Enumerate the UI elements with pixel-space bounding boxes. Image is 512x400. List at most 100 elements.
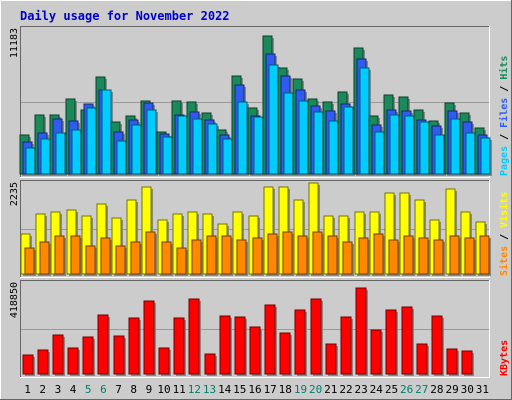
sites-bar-day-22	[342, 241, 354, 276]
kbytes-bar-day-21	[325, 343, 338, 376]
day-label: 31	[476, 383, 489, 396]
bars	[19, 35, 492, 176]
legend-entry: Hits	[498, 56, 510, 80]
sites-bar-day-26	[403, 235, 415, 276]
series-legend: Sites / Visits	[498, 192, 510, 276]
sites-bar-day-31	[479, 235, 491, 276]
pages-bar-day-28	[434, 134, 446, 176]
legend-entry: Pages	[499, 146, 510, 176]
day-label: 25	[385, 383, 398, 396]
y-max-label: 11183	[9, 28, 20, 58]
kbytes-bar-day-17	[264, 304, 277, 376]
kbytes-bar-day-30	[461, 350, 474, 376]
day-label: 23	[354, 383, 367, 396]
kbytes-bar-day-27	[416, 343, 429, 376]
legend-entry: Visits	[498, 192, 510, 228]
sites-bar-day-11	[176, 247, 188, 276]
sites-bar-day-9	[145, 231, 157, 276]
visits-panel: 2235 Sites / Visits	[9, 180, 510, 278]
kbytes-panel: 418850 KBytes	[9, 280, 510, 378]
day-label: 24	[370, 383, 384, 396]
sites-bar-day-3	[54, 235, 66, 276]
sites-bar-day-30	[464, 237, 476, 276]
series-legend: KBytes	[499, 340, 510, 376]
sites-bar-day-8	[130, 241, 142, 276]
kbytes-bar-day-19	[294, 309, 307, 376]
day-label: 14	[218, 383, 232, 396]
sites-bar-day-5	[85, 245, 97, 276]
day-label: 27	[415, 383, 428, 396]
sites-bar-day-20	[312, 231, 324, 276]
day-label: 22	[339, 383, 352, 396]
day-label: 26	[400, 383, 413, 396]
sites-bar-day-18	[282, 231, 294, 276]
sites-bar-day-10	[161, 241, 173, 276]
day-label: 4	[70, 383, 77, 396]
legend-entry: /	[499, 228, 510, 246]
y-max-label: 2235	[9, 182, 20, 206]
sites-bar-day-29	[449, 235, 461, 276]
sites-bar-day-13	[206, 235, 218, 276]
day-label: 10	[157, 383, 170, 396]
day-label: 12	[188, 383, 201, 396]
kbytes-bar-day-29	[446, 348, 459, 376]
day-label: 29	[445, 383, 458, 396]
day-label: 20	[309, 383, 322, 396]
kbytes-bar-day-1	[22, 354, 35, 376]
sites-bar-day-25	[388, 239, 400, 276]
kbytes-bar-day-24	[370, 329, 383, 376]
day-label: 15	[233, 383, 246, 396]
sites-bar-day-17	[267, 233, 279, 276]
sites-bar-day-28	[433, 239, 445, 276]
kbytes-bar-day-28	[431, 315, 444, 376]
kbytes-bar-day-12	[188, 298, 201, 376]
day-label: 8	[130, 383, 137, 396]
day-label: 2	[39, 383, 46, 396]
chart-title: Daily usage for November 2022	[20, 9, 230, 23]
day-label: 1	[24, 383, 31, 396]
legend-entry: Files	[498, 98, 510, 128]
legend-entry: Sites	[498, 246, 510, 276]
sites-bar-day-27	[418, 237, 430, 276]
day-labels-group: 1 2 3 4 5 6 7 8 9 10 11 12 13 14 15 16 17 18 19 20 21 22 23 24 2…	[24, 383, 489, 396]
kbytes-bar-day-18	[279, 332, 292, 376]
kbytes-bar-day-26	[401, 306, 414, 376]
day-label: 16	[248, 383, 261, 396]
sites-bar-day-19	[297, 235, 309, 276]
kbytes-bar-day-8	[128, 317, 141, 376]
day-label: 6	[100, 383, 107, 396]
day-label: 5	[85, 383, 92, 396]
bars	[22, 287, 474, 376]
kbytes-bar-day-5	[82, 336, 95, 376]
pages-bar-day-31	[480, 137, 492, 176]
legend-entry: /	[499, 128, 510, 146]
kbytes-bar-day-15	[234, 316, 247, 376]
kbytes-bar-day-13	[204, 353, 217, 376]
pages-bar-day-3	[55, 132, 67, 176]
kbytes-bar-day-14	[219, 315, 232, 376]
kbytes-bar-day-25	[385, 309, 398, 376]
kbytes-bar-day-22	[340, 316, 353, 376]
kbytes-bar-day-23	[355, 287, 368, 376]
day-label: 3	[55, 383, 62, 396]
day-label: 17	[264, 383, 277, 396]
kbytes-bar-day-6	[97, 314, 110, 376]
hits-panel: 11183 Pages / Files / Hits	[9, 26, 510, 178]
day-label: 18	[279, 383, 292, 396]
panels-group: 11183 Pages / Files / Hits 2235 Sites / Vis…	[9, 26, 510, 378]
kbytes-bar-day-9	[143, 300, 156, 376]
kbytes-bar-day-2	[37, 349, 50, 376]
sites-bar-day-21	[327, 235, 339, 276]
sites-bar-day-6	[100, 237, 112, 276]
kbytes-bar-day-11	[173, 317, 186, 376]
bars	[20, 182, 491, 276]
day-label: 7	[115, 383, 122, 396]
kbytes-bar-day-10	[158, 347, 171, 376]
pages-bar-day-22	[343, 106, 355, 176]
sites-bar-day-14	[221, 235, 233, 276]
day-label: 13	[203, 383, 216, 396]
sites-bar-day-1	[24, 247, 36, 276]
series-legend: Pages / Files / Hits	[498, 56, 510, 176]
